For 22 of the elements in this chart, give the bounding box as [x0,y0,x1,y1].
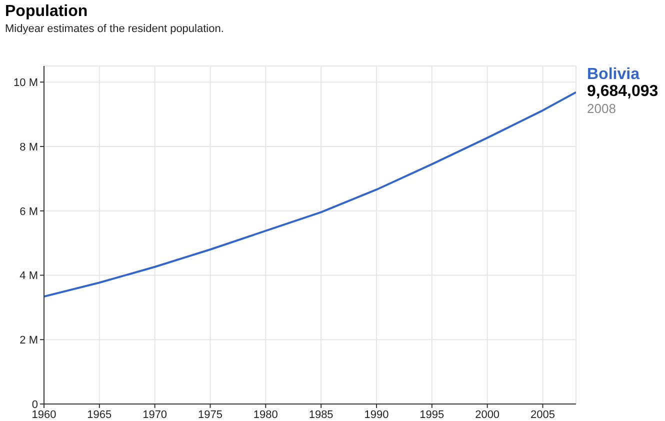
x-tick-label: 1990 [364,408,389,421]
text: 2008 [587,100,617,118]
series-label: Bolivia [587,66,641,84]
x-tick-label: 1980 [253,408,278,421]
x-tick-label: 2005 [530,408,555,421]
y-tick-label: 8 M [20,141,38,154]
y-tick-label: 6 M [20,206,38,218]
chart-subtitle: Midyear estimates of the resident population. [5,23,224,35]
y-tick-label: 0 [32,398,38,411]
x-tick-label: 1960 [32,408,56,421]
data-label: 9,684,093 [587,83,658,100]
x-tick-label: 2000 [475,408,500,421]
x-tick-label: 1995 [420,408,444,421]
line-series [44,91,576,298]
y-tick-label: 2 M [20,334,38,347]
x-tick-label: 1965 [87,408,112,421]
y-tick-label: 10 M [14,77,38,89]
y-tick-label: 4 M [20,270,38,282]
chart-title: Population [5,3,88,21]
x-tick-label: 1985 [308,408,334,421]
x-tick-label: 1970 [142,408,168,421]
x-tick-label: 1975 [198,408,222,421]
